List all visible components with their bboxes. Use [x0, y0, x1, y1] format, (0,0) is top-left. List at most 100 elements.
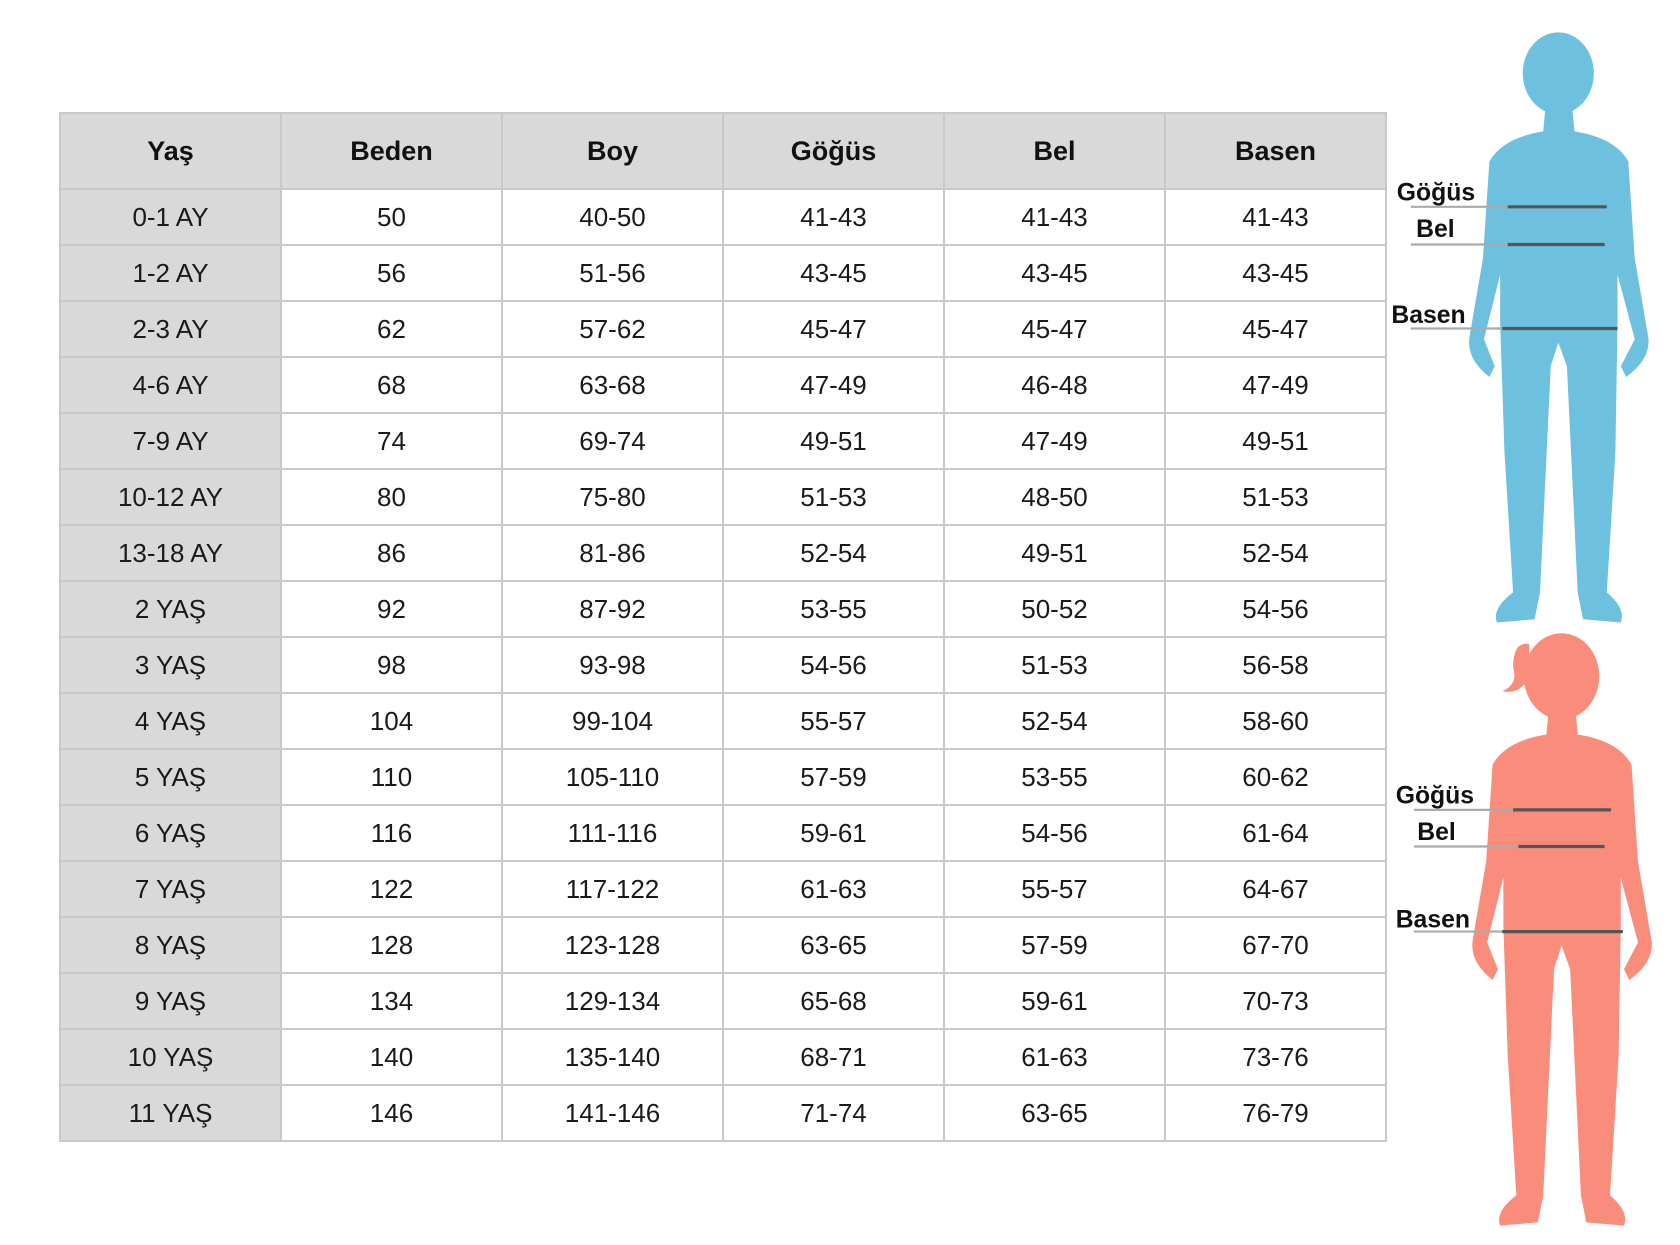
cell-waist: 46-48	[943, 356, 1166, 414]
cell-chest: 57-59	[722, 748, 945, 806]
cell-waist: 43-45	[943, 244, 1166, 302]
table-row: 6 YAŞ 116 111-116 59-61 54-56 61-64	[59, 804, 1387, 862]
girl-silhouette	[1472, 633, 1652, 1226]
boy-figure: Göğüs Bel Basen	[1391, 32, 1649, 623]
cell-height: 129-134	[501, 972, 724, 1030]
cell-hip: 61-64	[1164, 804, 1387, 862]
cell-hip: 47-49	[1164, 356, 1387, 414]
cell-height: 87-92	[501, 580, 724, 638]
girl-chest-label: Göğüs	[1396, 782, 1474, 809]
cell-height: 99-104	[501, 692, 724, 750]
cell-waist: 47-49	[943, 412, 1166, 470]
cell-waist: 61-63	[943, 1028, 1166, 1086]
cell-chest: 54-56	[722, 636, 945, 694]
cell-waist: 57-59	[943, 916, 1166, 974]
cell-age: 0-1 AY	[59, 188, 282, 246]
cell-age: 7-9 AY	[59, 412, 282, 470]
table-row: 2 YAŞ 92 87-92 53-55 50-52 54-56	[59, 580, 1387, 638]
cell-hip: 54-56	[1164, 580, 1387, 638]
cell-height: 111-116	[501, 804, 724, 862]
cell-hip: 43-45	[1164, 244, 1387, 302]
cell-waist: 63-65	[943, 1084, 1166, 1142]
cell-chest: 55-57	[722, 692, 945, 750]
cell-hip: 70-73	[1164, 972, 1387, 1030]
cell-height: 57-62	[501, 300, 724, 358]
boy-hip-label: Basen	[1391, 302, 1465, 329]
cell-hip: 51-53	[1164, 468, 1387, 526]
column-header-hip: Basen	[1164, 112, 1387, 190]
cell-height: 135-140	[501, 1028, 724, 1086]
cell-chest: 63-65	[722, 916, 945, 974]
cell-age: 8 YAŞ	[59, 916, 282, 974]
cell-waist: 52-54	[943, 692, 1166, 750]
cell-height: 141-146	[501, 1084, 724, 1142]
cell-chest: 41-43	[722, 188, 945, 246]
table-row: 8 YAŞ 128 123-128 63-65 57-59 67-70	[59, 916, 1387, 974]
cell-height: 75-80	[501, 468, 724, 526]
header-row: Yaş Beden Boy Göğüs Bel Basen	[59, 112, 1387, 190]
boy-chest-label: Göğüs	[1397, 179, 1475, 206]
cell-age: 4-6 AY	[59, 356, 282, 414]
boy-waist-label: Bel	[1416, 216, 1455, 243]
cell-hip: 60-62	[1164, 748, 1387, 806]
cell-hip: 67-70	[1164, 916, 1387, 974]
cell-age: 1-2 AY	[59, 244, 282, 302]
cell-height: 40-50	[501, 188, 724, 246]
cell-waist: 50-52	[943, 580, 1166, 638]
cell-chest: 61-63	[722, 860, 945, 918]
table-row: 2-3 AY 62 57-62 45-47 45-47 45-47	[59, 300, 1387, 358]
cell-size: 68	[280, 356, 503, 414]
table-row: 13-18 AY 86 81-86 52-54 49-51 52-54	[59, 524, 1387, 582]
cell-chest: 51-53	[722, 468, 945, 526]
cell-age: 9 YAŞ	[59, 972, 282, 1030]
cell-size: 56	[280, 244, 503, 302]
cell-waist: 55-57	[943, 860, 1166, 918]
cell-hip: 64-67	[1164, 860, 1387, 918]
cell-waist: 51-53	[943, 636, 1166, 694]
cell-age: 6 YAŞ	[59, 804, 282, 862]
cell-size: 104	[280, 692, 503, 750]
size-chart-table: Yaş Beden Boy Göğüs Bel Basen 0-1 AY 50 40-50 41…	[59, 112, 1387, 1142]
cell-size: 62	[280, 300, 503, 358]
cell-size: 98	[280, 636, 503, 694]
table-row: 4-6 AY 68 63-68 47-49 46-48 47-49	[59, 356, 1387, 414]
cell-size: 116	[280, 804, 503, 862]
girl-figure: Göğüs Bel Basen	[1396, 633, 1652, 1226]
cell-age: 4 YAŞ	[59, 692, 282, 750]
cell-height: 117-122	[501, 860, 724, 918]
column-header-size: Beden	[280, 112, 503, 190]
cell-chest: 52-54	[722, 524, 945, 582]
cell-chest: 43-45	[722, 244, 945, 302]
cell-chest: 45-47	[722, 300, 945, 358]
cell-age: 10 YAŞ	[59, 1028, 282, 1086]
column-header-chest: Göğüs	[722, 112, 945, 190]
cell-height: 123-128	[501, 916, 724, 974]
table-row: 5 YAŞ 110 105-110 57-59 53-55 60-62	[59, 748, 1387, 806]
girl-waist-label: Bel	[1417, 819, 1456, 846]
column-header-waist: Bel	[943, 112, 1166, 190]
boy-silhouette	[1469, 32, 1649, 623]
cell-hip: 52-54	[1164, 524, 1387, 582]
cell-waist: 54-56	[943, 804, 1166, 862]
cell-size: 74	[280, 412, 503, 470]
cell-height: 81-86	[501, 524, 724, 582]
cell-size: 140	[280, 1028, 503, 1086]
cell-hip: 41-43	[1164, 188, 1387, 246]
cell-height: 93-98	[501, 636, 724, 694]
cell-chest: 65-68	[722, 972, 945, 1030]
cell-age: 3 YAŞ	[59, 636, 282, 694]
cell-size: 50	[280, 188, 503, 246]
cell-hip: 45-47	[1164, 300, 1387, 358]
table-row: 11 YAŞ 146 141-146 71-74 63-65 76-79	[59, 1084, 1387, 1142]
cell-chest: 68-71	[722, 1028, 945, 1086]
cell-hip: 76-79	[1164, 1084, 1387, 1142]
cell-size: 110	[280, 748, 503, 806]
cell-hip: 58-60	[1164, 692, 1387, 750]
cell-size: 146	[280, 1084, 503, 1142]
table-row: 9 YAŞ 134 129-134 65-68 59-61 70-73	[59, 972, 1387, 1030]
cell-waist: 59-61	[943, 972, 1166, 1030]
cell-height: 63-68	[501, 356, 724, 414]
cell-age: 2 YAŞ	[59, 580, 282, 638]
girl-hip-label: Basen	[1396, 906, 1470, 933]
cell-chest: 71-74	[722, 1084, 945, 1142]
